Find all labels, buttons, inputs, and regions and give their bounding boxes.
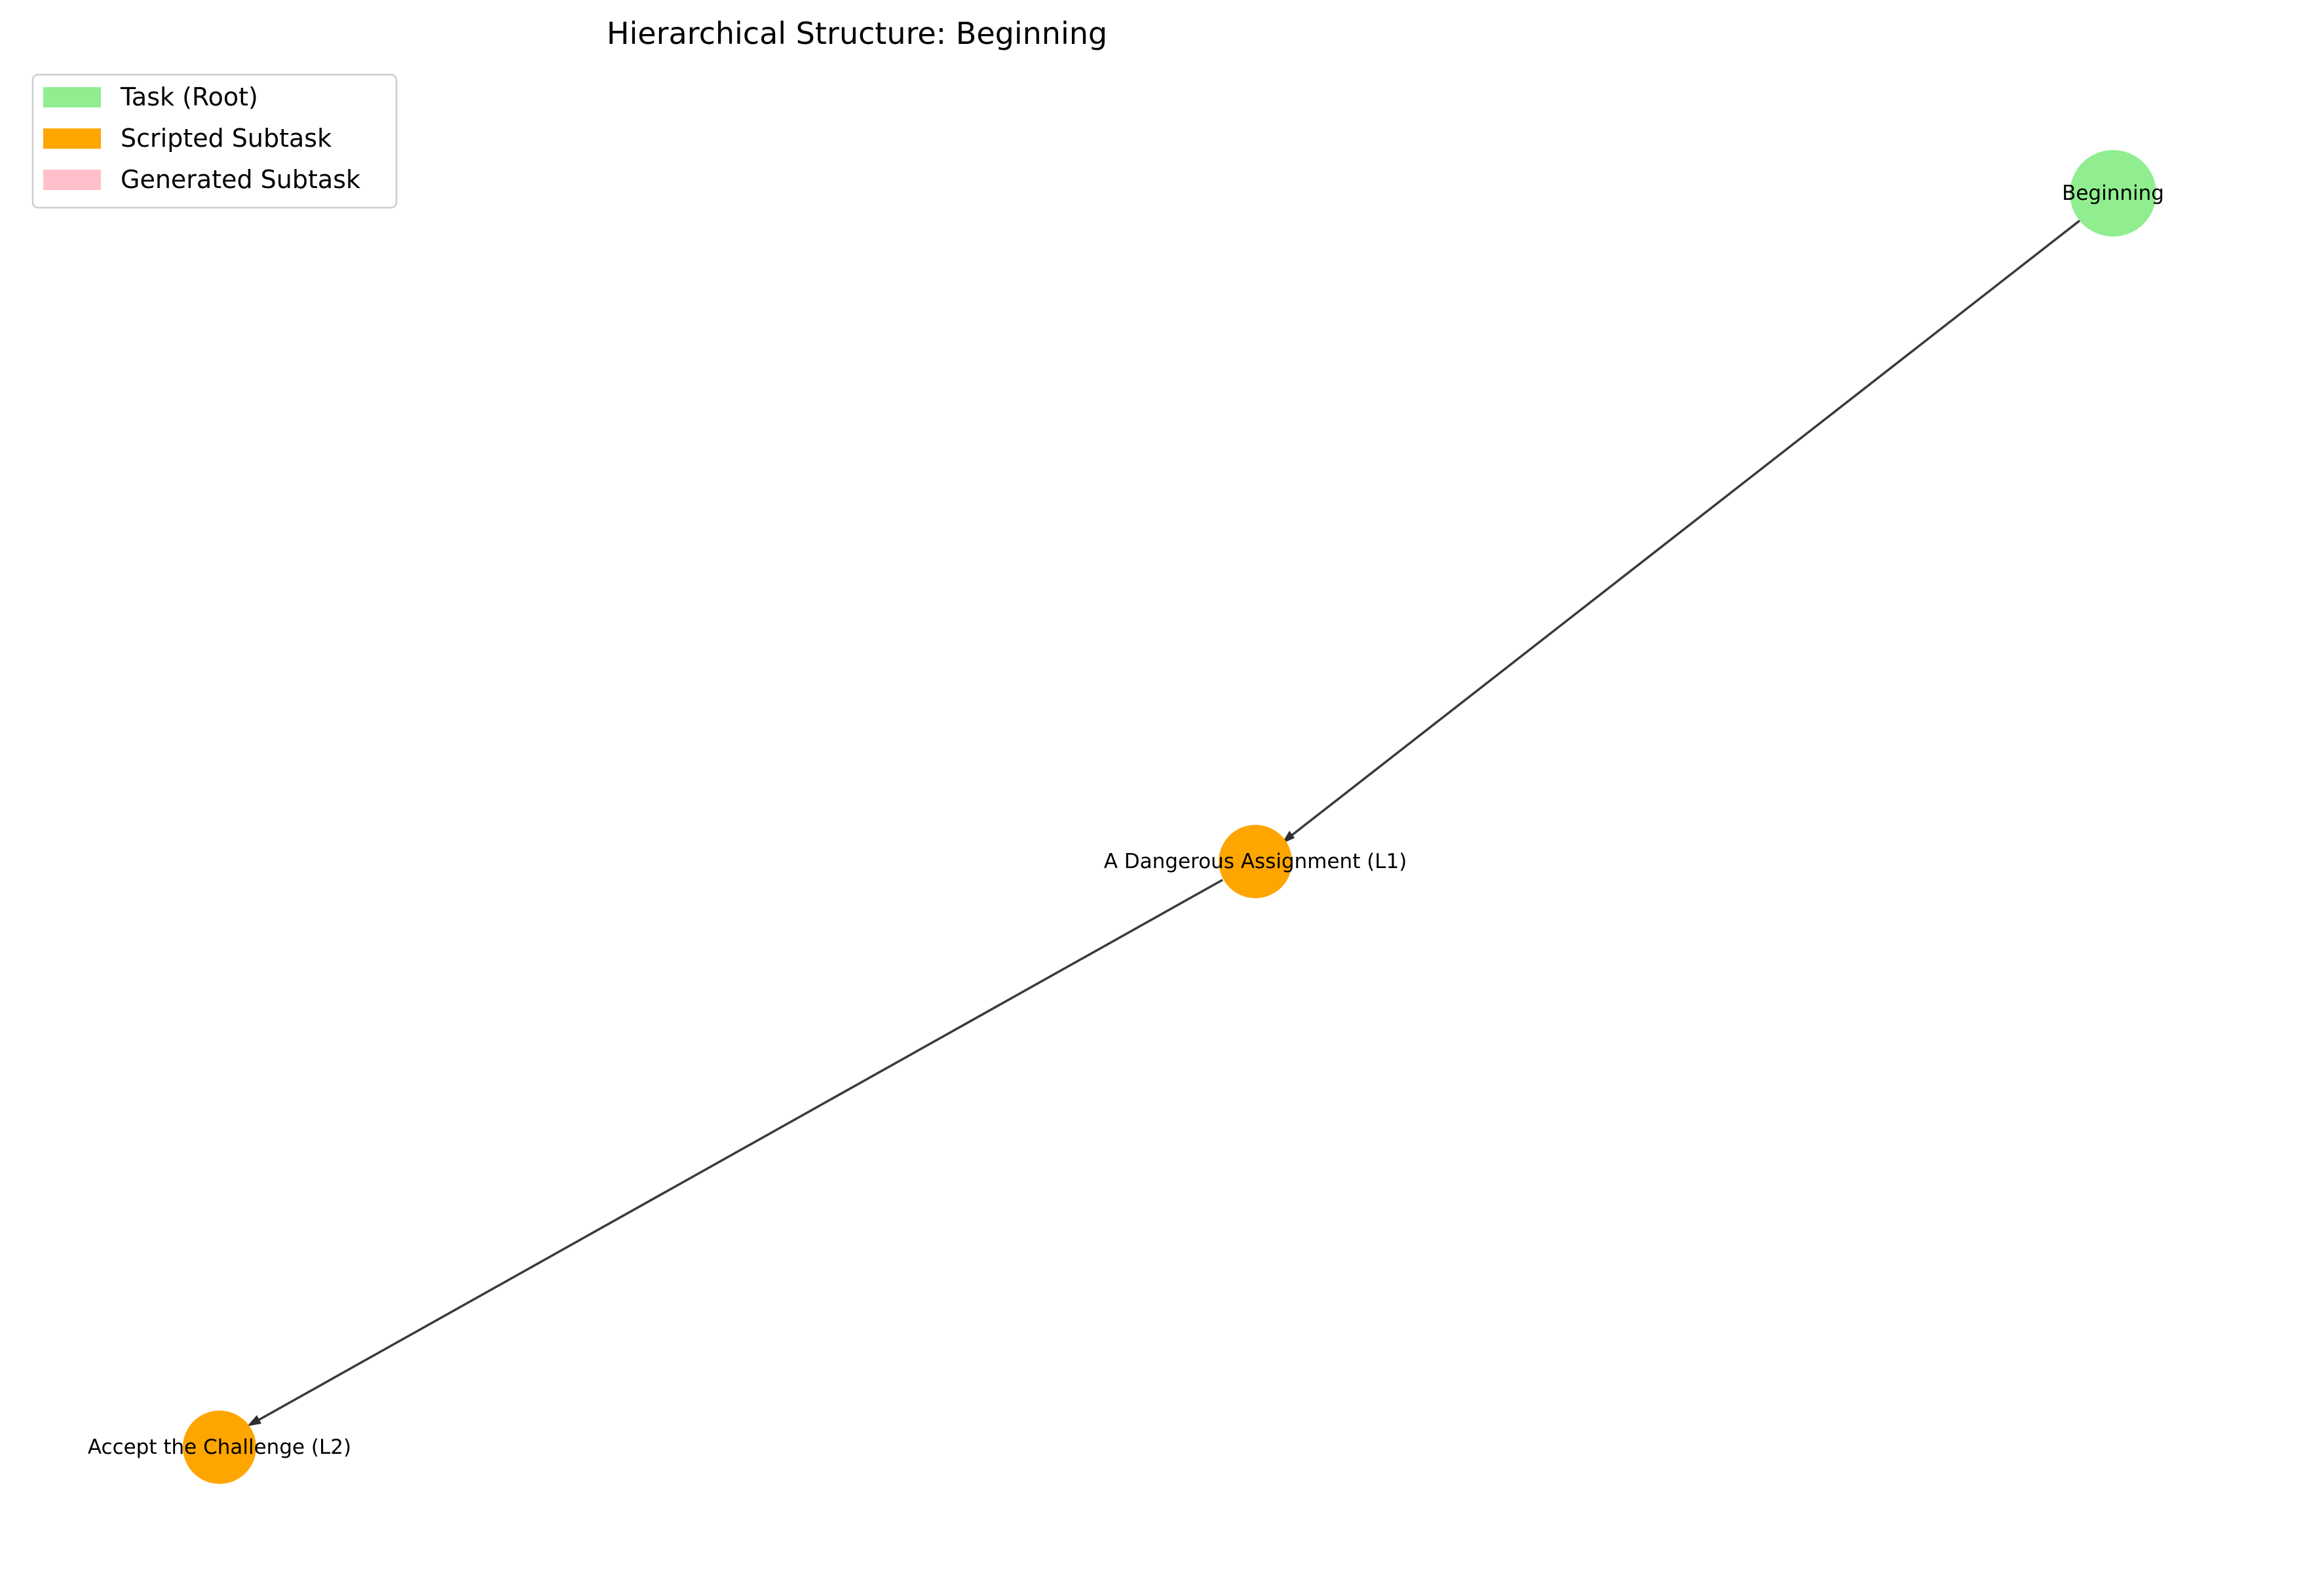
node-accept-challenge[interactable]: Accept the Challenge (L2) [88,1411,351,1484]
node-dangerous-assignment[interactable]: A Dangerous Assignment (L1) [1104,825,1407,898]
legend-item-generated-subtask: Generated Subtask [43,165,360,194]
legend-swatch [43,170,101,190]
legend-item-task-root: Task (Root) [43,83,258,111]
legend: Task (Root) Scripted Subtask Generated S… [31,73,398,209]
edge-line [255,879,1223,1423]
edge-dangerous-assignment-to-accept-challenge [247,879,1223,1426]
legend-swatch [43,128,101,149]
diagram-title: Hierarchical Structure: Beginning [607,16,1107,51]
node-label: A Dangerous Assignment (L1) [1104,850,1407,873]
edge-line [1286,219,2082,840]
nodes-layer: Beginning A Dangerous Assignment (L1) Ac… [88,150,2164,1484]
node-circle[interactable] [183,1411,256,1484]
node-label: Accept the Challenge (L2) [88,1435,351,1459]
edge-arrowhead [247,1415,261,1426]
node-circle[interactable] [2070,150,2156,237]
legend-frame [31,73,398,209]
node-label: Beginning [2062,181,2164,205]
legend-label: Generated Subtask [121,165,360,194]
legend-label: Task (Root) [120,83,258,111]
legend-item-scripted-subtask: Scripted Subtask [43,124,332,153]
node-beginning[interactable]: Beginning [2062,150,2164,237]
legend-label: Scripted Subtask [121,124,332,153]
edges-layer [247,219,2082,1426]
node-circle[interactable] [1219,825,1292,898]
edge-beginning-to-dangerous-assignment [1282,219,2082,844]
legend-swatch [43,87,101,107]
